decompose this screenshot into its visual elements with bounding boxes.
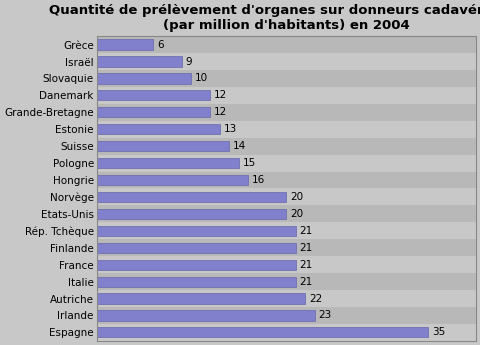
Bar — [96, 188, 476, 205]
Text: 13: 13 — [224, 124, 237, 134]
Bar — [96, 327, 429, 337]
Text: 20: 20 — [290, 192, 303, 202]
Text: 6: 6 — [157, 40, 164, 50]
Bar — [96, 226, 296, 236]
Bar — [96, 87, 476, 104]
Bar — [96, 155, 476, 171]
Bar — [96, 158, 239, 168]
Bar — [96, 259, 296, 270]
Bar — [96, 273, 476, 290]
Bar — [96, 107, 210, 117]
Text: 22: 22 — [309, 294, 322, 304]
Bar — [96, 36, 476, 53]
Text: 23: 23 — [318, 310, 332, 321]
Text: 21: 21 — [300, 243, 313, 253]
Bar — [96, 175, 248, 185]
Text: 9: 9 — [186, 57, 192, 67]
Text: 12: 12 — [214, 107, 228, 117]
Text: 12: 12 — [214, 90, 228, 100]
Text: 10: 10 — [195, 73, 208, 83]
Text: 15: 15 — [242, 158, 256, 168]
Bar — [96, 290, 476, 307]
Bar — [96, 171, 476, 188]
Bar — [96, 73, 192, 83]
Bar — [96, 209, 286, 219]
Bar — [96, 57, 182, 67]
Bar — [96, 53, 476, 70]
Bar — [96, 141, 229, 151]
Bar — [96, 256, 476, 273]
Text: 35: 35 — [432, 327, 445, 337]
Text: 21: 21 — [300, 226, 313, 236]
Bar — [96, 276, 296, 287]
Bar — [96, 222, 476, 239]
Text: 16: 16 — [252, 175, 265, 185]
Bar — [96, 307, 476, 324]
Bar — [96, 70, 476, 87]
Text: 21: 21 — [300, 277, 313, 287]
Text: 20: 20 — [290, 209, 303, 219]
Bar — [96, 192, 286, 202]
Bar — [96, 324, 476, 341]
Bar — [96, 294, 305, 304]
Text: 21: 21 — [300, 260, 313, 270]
Bar — [96, 124, 220, 134]
Bar — [96, 104, 476, 121]
Bar — [96, 205, 476, 222]
Bar — [96, 121, 476, 138]
Bar — [96, 239, 476, 256]
Bar — [96, 243, 296, 253]
Bar — [96, 90, 210, 100]
Bar — [96, 310, 315, 321]
Text: 14: 14 — [233, 141, 246, 151]
Bar — [96, 39, 154, 50]
Title: Quantité de prélèvement d'organes sur donneurs cadavériques
(par million d'habit: Quantité de prélèvement d'organes sur do… — [48, 4, 480, 32]
Bar — [96, 138, 476, 155]
